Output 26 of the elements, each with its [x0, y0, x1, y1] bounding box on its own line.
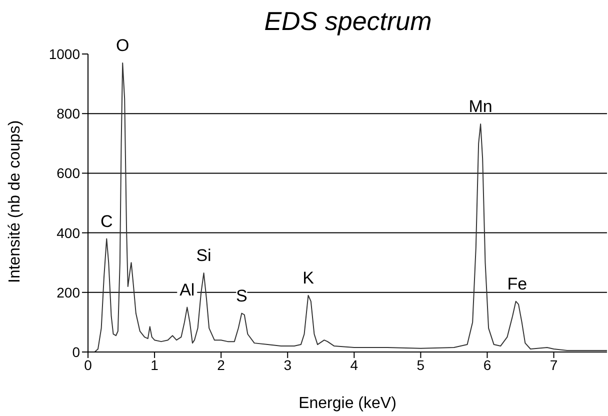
y-tick-label: 200 — [56, 284, 80, 300]
y-tick-label: 0 — [72, 344, 80, 360]
annotation: S — [236, 286, 248, 306]
y-tick-label: 400 — [56, 224, 80, 241]
annotation: Mn — [468, 97, 492, 116]
annotation: Al — [180, 280, 195, 300]
x-tick-label: 7 — [550, 356, 558, 373]
annotation: Si — [196, 246, 212, 266]
y-tick-label: 600 — [56, 165, 80, 182]
x-axis-title: Energie (keV) — [298, 395, 396, 412]
annotation: Fe — [507, 274, 528, 294]
x-tick-label: 3 — [284, 356, 292, 373]
annotation: C — [100, 212, 113, 231]
annotation: K — [302, 268, 315, 288]
y-tick-label: 800 — [56, 106, 80, 122]
line-series — [94, 62, 607, 352]
y-tick-label: 1000 — [48, 46, 80, 62]
x-tick-label: 0 — [84, 356, 92, 373]
x-tick-label: 2 — [217, 356, 226, 373]
x-tick-label: 5 — [416, 356, 425, 373]
annotation: O — [116, 36, 130, 55]
chart-title: EDS spectrum — [263, 6, 433, 37]
x-tick-label: 1 — [150, 356, 159, 373]
x-tick-label: 4 — [350, 356, 358, 373]
x-tick-label: 6 — [483, 356, 492, 373]
y-axis-title: Intensité (nb de coups) — [6, 120, 24, 283]
